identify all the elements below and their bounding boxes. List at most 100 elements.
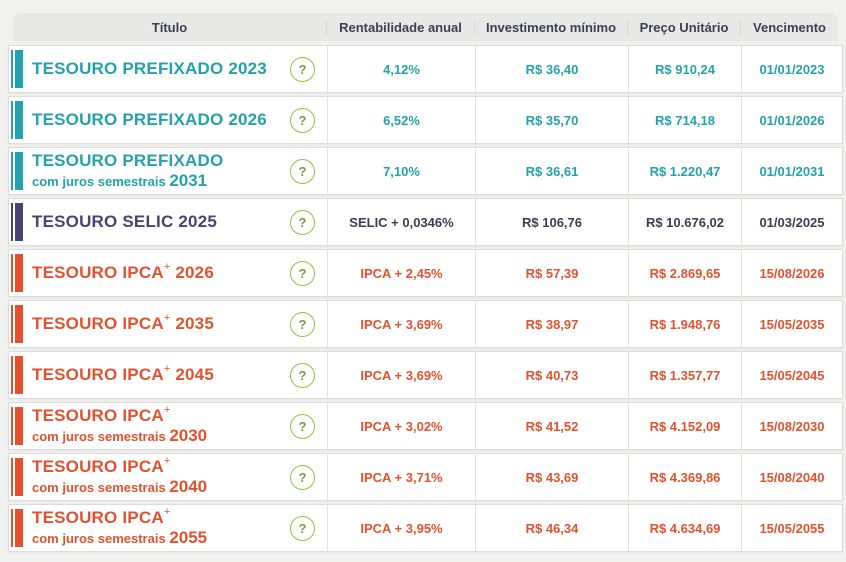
help-icon[interactable]: ?: [290, 107, 315, 133]
bond-title-line1: TESOURO IPCA+ 2035: [32, 312, 214, 334]
bond-subtitle: com juros semestrais: [32, 531, 166, 546]
help-icon[interactable]: ?: [290, 311, 315, 337]
unit-price-cell: R$ 910,24: [628, 46, 741, 92]
bond-year: 2031: [169, 171, 208, 190]
bond-color-bar: [11, 50, 23, 88]
annual-rate-cell: IPCA + 3,71%: [327, 454, 475, 500]
min-investment-cell: R$ 43,69: [475, 454, 628, 500]
help-icon[interactable]: ?: [290, 209, 315, 235]
bond-color-bar: [11, 407, 23, 445]
bond-title-line2: com juros semestrais 2055: [32, 528, 207, 548]
bond-color-bar: [11, 101, 23, 139]
bond-title: TESOURO IPCA+ com juros semestrais 2040: [32, 455, 207, 496]
annual-rate-cell: SELIC + 0,0346%: [327, 199, 475, 245]
help-icon[interactable]: ?: [290, 464, 315, 490]
bond-title: TESOURO SELIC 2025: [32, 212, 217, 232]
bond-title: TESOURO IPCA+ 2035: [32, 312, 214, 334]
table-row: TESOURO PREFIXADO com juros semestrais 2…: [8, 147, 843, 195]
bond-title-line1: TESOURO SELIC 2025: [32, 212, 217, 232]
table-row: TESOURO IPCA+ 2045 ? IPCA + 3,69% R$ 40,…: [8, 351, 843, 399]
bond-year: 2025: [178, 212, 218, 232]
maturity-date-cell: 15/05/2045: [741, 352, 842, 398]
table-row: TESOURO IPCA+ com juros semestrais 2055 …: [8, 504, 843, 552]
unit-price-cell: R$ 2.869,65: [628, 250, 741, 296]
table-row: TESOURO IPCA+ com juros semestrais 2040 …: [8, 453, 843, 501]
bond-name: TESOURO SELIC: [32, 212, 174, 232]
bond-title-line1: TESOURO IPCA+ 2026: [32, 261, 214, 283]
help-icon[interactable]: ?: [290, 260, 315, 286]
column-header-rentabilidade: Rentabilidade anual: [326, 19, 474, 35]
plus-superscript: +: [163, 261, 171, 274]
table-row: TESOURO PREFIXADO 2026 ? 6,52% R$ 35,70 …: [8, 96, 843, 144]
bond-color-bar: [11, 305, 23, 343]
bond-color-bar: [11, 509, 23, 547]
bond-color-bar: [11, 203, 23, 241]
bond-title: TESOURO PREFIXADO com juros semestrais 2…: [32, 151, 223, 190]
bond-title-line1: TESOURO PREFIXADO 2023: [32, 59, 267, 79]
bond-year: 2045: [175, 365, 214, 385]
bond-subtitle: com juros semestrais: [32, 174, 166, 189]
bond-color-bar: [11, 152, 23, 190]
table-row: TESOURO PREFIXADO 2023 ? 4,12% R$ 36,40 …: [8, 45, 843, 93]
help-icon[interactable]: ?: [290, 362, 315, 388]
table-row: TESOURO IPCA+ 2035 ? IPCA + 3,69% R$ 38,…: [8, 300, 843, 348]
min-investment-cell: R$ 57,39: [475, 250, 628, 296]
bond-name: TESOURO IPCA: [32, 314, 164, 334]
bond-title-line1: TESOURO IPCA+: [32, 455, 207, 477]
plus-superscript: +: [163, 312, 171, 325]
maturity-date-cell: 01/01/2023: [741, 46, 842, 92]
maturity-date-cell: 01/01/2026: [741, 97, 842, 143]
maturity-date-cell: 15/05/2055: [741, 505, 842, 551]
bond-title-cell: TESOURO IPCA+ 2035 ?: [9, 301, 327, 347]
bond-title-cell: TESOURO IPCA+ 2026 ?: [9, 250, 327, 296]
min-investment-cell: R$ 40,73: [475, 352, 628, 398]
bond-title: TESOURO IPCA+ com juros semestrais 2030: [32, 404, 207, 446]
min-investment-cell: R$ 36,61: [475, 148, 628, 194]
bond-title-line2: com juros semestrais 2031: [32, 171, 223, 191]
help-icon[interactable]: ?: [290, 158, 315, 184]
help-icon[interactable]: ?: [290, 413, 315, 439]
bond-subtitle: com juros semestrais: [32, 429, 166, 444]
bond-title-line1: TESOURO PREFIXADO: [32, 151, 223, 171]
maturity-date-cell: 15/08/2040: [741, 454, 842, 500]
help-icon[interactable]: ?: [290, 515, 315, 541]
maturity-date-cell: 15/08/2026: [741, 250, 842, 296]
min-investment-cell: R$ 106,76: [475, 199, 628, 245]
bond-year: 2026: [228, 110, 267, 130]
bond-title-line1: TESOURO IPCA+: [32, 404, 207, 426]
plus-superscript: +: [163, 404, 171, 417]
unit-price-cell: R$ 1.357,77: [628, 352, 741, 398]
bond-table: Título Rentabilidade anual Investimento …: [8, 13, 843, 555]
bond-title-cell: TESOURO PREFIXADO com juros semestrais 2…: [9, 148, 327, 194]
plus-superscript: +: [163, 363, 171, 376]
bond-title-line2: com juros semestrais 2030: [32, 426, 207, 446]
bond-color-bar: [11, 458, 23, 496]
bond-title-cell: TESOURO PREFIXADO 2026 ?: [9, 97, 327, 143]
bond-title-cell: TESOURO IPCA+ 2045 ?: [9, 352, 327, 398]
annual-rate-cell: 4,12%: [327, 46, 475, 92]
bond-title: TESOURO IPCA+ 2045: [32, 363, 214, 385]
annual-rate-cell: IPCA + 3,95%: [327, 505, 475, 551]
maturity-date-cell: 15/05/2035: [741, 301, 842, 347]
maturity-date-cell: 01/03/2025: [741, 199, 842, 245]
bond-year: 2030: [169, 426, 208, 445]
bond-name: TESOURO IPCA: [32, 406, 164, 426]
unit-price-cell: R$ 4.634,69: [628, 505, 741, 551]
annual-rate-cell: IPCA + 3,02%: [327, 403, 475, 449]
bond-name: TESOURO PREFIXADO: [32, 59, 224, 79]
table-row: TESOURO IPCA+ com juros semestrais 2030 …: [8, 402, 843, 450]
plus-superscript: +: [163, 506, 171, 519]
column-header-investimento-minimo: Investimento mínimo: [474, 19, 627, 35]
bond-name: TESOURO PREFIXADO: [32, 151, 224, 171]
maturity-date-cell: 15/08/2030: [741, 403, 842, 449]
column-header-preco-unitario: Preço Unitário: [627, 19, 740, 35]
help-icon[interactable]: ?: [290, 56, 315, 82]
annual-rate-cell: IPCA + 2,45%: [327, 250, 475, 296]
table-body: TESOURO PREFIXADO 2023 ? 4,12% R$ 36,40 …: [8, 45, 843, 552]
min-investment-cell: R$ 35,70: [475, 97, 628, 143]
bond-title-line1: TESOURO PREFIXADO 2026: [32, 110, 267, 130]
unit-price-cell: R$ 1.220,47: [628, 148, 741, 194]
bond-title-cell: TESOURO IPCA+ com juros semestrais 2030 …: [9, 403, 327, 449]
bond-title: TESOURO PREFIXADO 2026: [32, 110, 267, 130]
bond-title: TESOURO IPCA+ com juros semestrais 2055: [32, 506, 207, 548]
